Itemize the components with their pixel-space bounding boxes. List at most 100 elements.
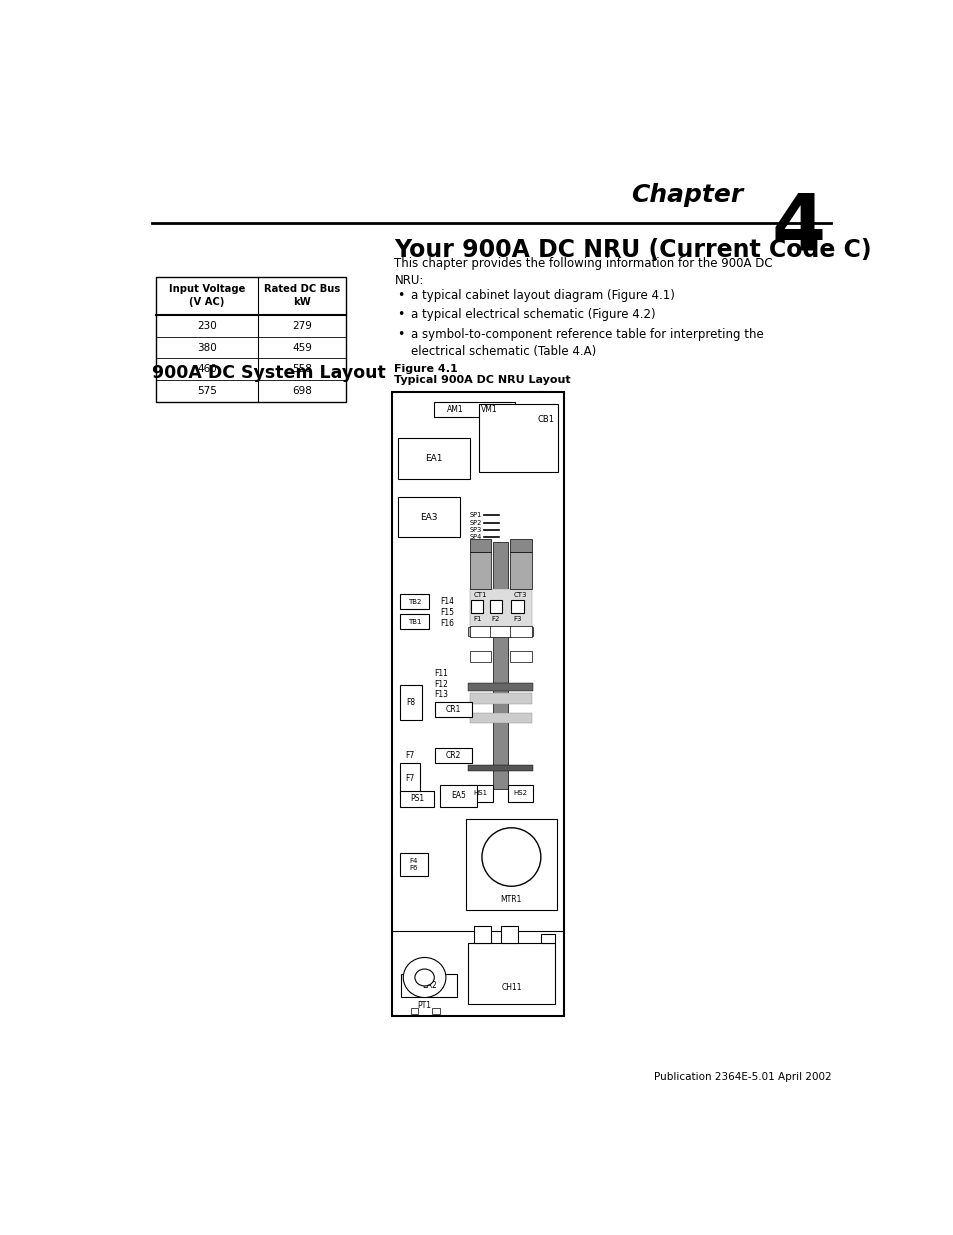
Bar [469,552,491,589]
Text: F7: F7 [405,751,414,761]
Text: 575: 575 [197,385,216,395]
Text: •: • [396,289,404,303]
Bar [399,685,421,720]
Bar [433,401,515,417]
Text: 380: 380 [197,342,216,353]
Bar [401,973,456,997]
Text: 230: 230 [197,321,216,331]
Text: SP1: SP1 [469,513,481,519]
Text: F2: F2 [491,615,499,621]
Text: CT1: CT1 [473,593,487,599]
Bar [493,542,508,789]
Text: EA5: EA5 [451,792,466,800]
Bar [469,713,531,724]
Bar [469,589,531,627]
Text: Publication 2364E-5.01 April 2002: Publication 2364E-5.01 April 2002 [653,1072,831,1082]
Text: This chapter provides the following information for the 900A DC
NRU:: This chapter provides the following info… [394,257,772,287]
Text: TB1: TB1 [407,619,421,625]
Text: F13: F13 [435,690,448,699]
Bar [509,626,531,637]
Text: 4: 4 [771,189,825,266]
Text: Your 900A DC NRU (Current Code C): Your 900A DC NRU (Current Code C) [394,238,871,262]
Bar [468,627,533,636]
Bar [432,1008,439,1014]
Bar [509,651,531,662]
Bar [509,552,531,589]
Bar [469,626,491,637]
Text: EA2: EA2 [421,981,436,989]
Bar [397,438,469,478]
Text: a symbol-to-component reference table for interpreting the
electrical schematic : a symbol-to-component reference table fo… [411,327,763,358]
Bar [397,496,459,537]
Bar [468,942,555,1004]
Text: Chapter: Chapter [630,183,742,206]
Text: SP3: SP3 [469,527,481,534]
Text: CT3: CT3 [514,593,527,599]
Text: F15: F15 [439,608,454,618]
Text: a typical cabinet layout diagram (Figure 4.1): a typical cabinet layout diagram (Figure… [411,289,675,303]
Bar [489,626,511,637]
Text: Typical 900A DC NRU Layout: Typical 900A DC NRU Layout [394,375,571,385]
Bar [469,651,491,662]
Text: F4
F6: F4 F6 [409,858,417,871]
Text: •: • [396,327,404,341]
Text: AM1: AM1 [446,405,463,414]
Bar [468,764,533,771]
Ellipse shape [415,969,434,986]
Text: TB2: TB2 [408,599,421,605]
Bar [540,934,555,942]
Bar [469,538,491,552]
Text: CH11: CH11 [500,983,521,992]
Ellipse shape [403,957,445,998]
Bar [439,785,476,806]
Bar [500,926,517,942]
Bar [435,701,472,718]
Text: (V AC): (V AC) [189,296,224,306]
Text: VM1: VM1 [480,405,497,414]
Text: Input Voltage: Input Voltage [169,284,245,294]
Bar [392,393,563,1016]
Text: EA1: EA1 [425,454,442,463]
Bar [474,926,491,942]
Text: Rated DC Bus: Rated DC Bus [263,284,339,294]
Bar [399,594,429,609]
Bar [410,1008,418,1014]
Text: MTR1: MTR1 [500,894,521,904]
Text: 460: 460 [197,364,216,374]
Text: 900A DC System Layout: 900A DC System Layout [152,364,385,382]
Text: F3: F3 [513,615,521,621]
Circle shape [481,827,540,887]
Text: PS1: PS1 [410,794,423,803]
Bar [471,600,483,613]
Text: 558: 558 [292,364,312,374]
Bar [465,819,557,910]
Text: F11: F11 [435,669,448,678]
Bar [399,792,434,806]
Text: F12: F12 [435,679,448,689]
Bar [435,748,472,763]
Text: SP4: SP4 [469,535,481,541]
Text: CB1: CB1 [537,415,555,424]
Text: F1: F1 [473,615,481,621]
Text: F16: F16 [439,619,454,627]
Bar [469,693,531,704]
Text: F7: F7 [405,774,414,783]
Text: HS2: HS2 [513,790,527,797]
Text: 459: 459 [292,342,312,353]
Text: PT1: PT1 [417,1000,431,1010]
Bar [478,404,558,472]
Text: Figure 4.1: Figure 4.1 [394,364,457,374]
Text: 698: 698 [292,385,312,395]
Text: 279: 279 [292,321,312,331]
Text: F8: F8 [406,698,415,706]
Bar [509,538,531,552]
Bar [399,614,429,630]
Text: F14: F14 [439,598,454,606]
Text: SP2: SP2 [469,520,481,526]
Bar [511,600,523,613]
Text: CR2: CR2 [445,751,460,761]
Bar [468,785,493,802]
Bar [399,852,427,876]
Bar [489,600,501,613]
Bar [468,683,533,692]
